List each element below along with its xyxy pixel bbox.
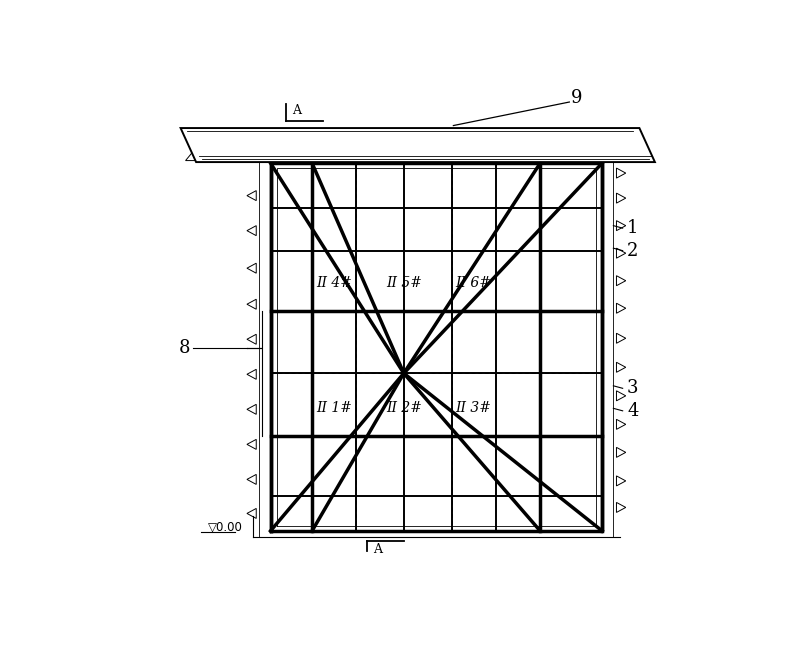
Text: II 6#: II 6# [455,276,491,290]
Text: A: A [292,104,301,117]
Text: 1: 1 [627,219,638,237]
Text: II 1#: II 1# [317,401,352,415]
Text: II 3#: II 3# [455,401,491,415]
Polygon shape [181,128,655,162]
Text: A: A [373,543,382,556]
Text: II 2#: II 2# [386,401,422,415]
Text: 9: 9 [571,89,582,107]
Text: 3: 3 [627,380,638,397]
Text: II 5#: II 5# [386,276,422,290]
Text: ▽0.00: ▽0.00 [209,521,243,534]
Text: 2: 2 [627,242,638,259]
Text: II 4#: II 4# [317,276,352,290]
Text: 4: 4 [627,402,638,420]
Text: 8: 8 [178,339,190,358]
